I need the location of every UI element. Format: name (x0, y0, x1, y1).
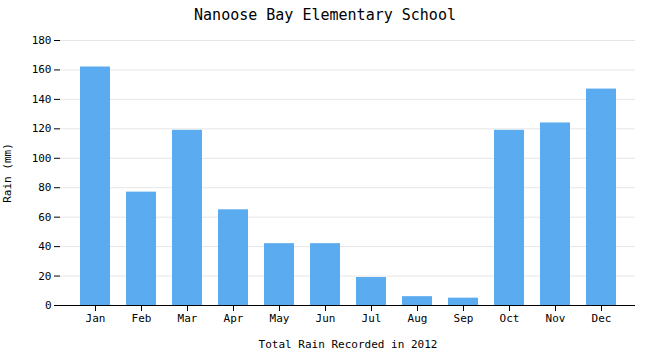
svg-text:180: 180 (32, 34, 52, 47)
svg-text:160: 160 (32, 63, 52, 76)
html-text:Nanoose Bay Elementary School: Nanoose Bay Elementary School (194, 6, 456, 24)
svg-text:May: May (270, 312, 290, 325)
svg-text:20: 20 (38, 270, 51, 283)
svg-text:Total Rain Recorded in 2012: Total Rain Recorded in 2012 (259, 338, 438, 351)
svg-text:Dec: Dec (592, 312, 612, 325)
svg-text:Apr: Apr (224, 312, 244, 325)
svg-text:Mar: Mar (178, 312, 198, 325)
svg-text:60: 60 (38, 211, 51, 224)
svg-text:Nov: Nov (546, 312, 566, 325)
svg-text:Feb: Feb (132, 312, 152, 325)
svg-text:40: 40 (38, 240, 51, 253)
svg-text:0: 0 (45, 299, 52, 312)
svg-text:Jan: Jan (86, 312, 106, 325)
svg-text:Sep: Sep (454, 312, 474, 325)
svg-text:120: 120 (32, 122, 52, 135)
svg-text:Jun: Jun (316, 312, 336, 325)
svg-text:Jul: Jul (362, 312, 382, 325)
svg-text:80: 80 (38, 181, 51, 194)
svg-text:Oct: Oct (500, 312, 520, 325)
svg-text:Rain (mm): Rain (mm) (1, 143, 14, 203)
svg-text:100: 100 (32, 152, 52, 165)
svg-text:140: 140 (32, 93, 52, 106)
svg-text:Aug: Aug (408, 312, 428, 325)
